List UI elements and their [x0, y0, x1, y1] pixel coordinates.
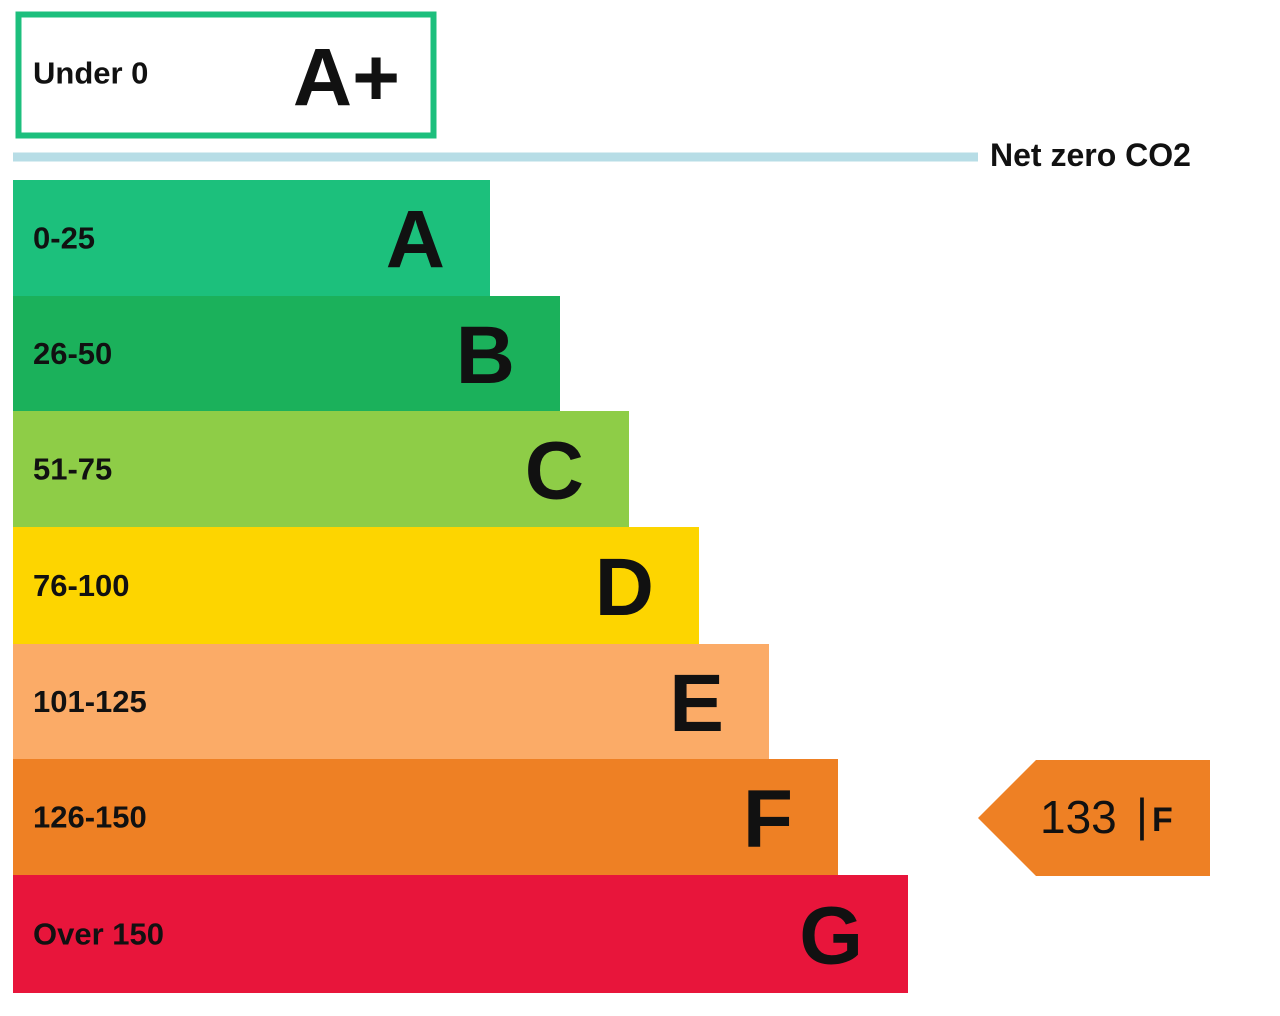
- indicator-separator: |: [1136, 789, 1148, 841]
- band-bar: [13, 180, 490, 296]
- band-bar: [13, 296, 560, 411]
- indicator-grade: F: [1152, 801, 1173, 839]
- band-bar: [13, 875, 908, 993]
- top-band-range: Under 0: [33, 56, 148, 91]
- band-range: 76-100: [33, 568, 130, 603]
- indicator-value: 133: [1040, 791, 1117, 843]
- band-range: 126-150: [33, 800, 147, 835]
- band-range: 0-25: [33, 221, 95, 256]
- net-zero-label: Net zero CO2: [990, 137, 1191, 173]
- band-grade: B: [456, 310, 515, 401]
- rating-indicator: [978, 760, 1210, 876]
- band-range: 26-50: [33, 336, 112, 371]
- top-band-grade: A+: [293, 33, 400, 124]
- band-range: 101-125: [33, 684, 147, 719]
- band-bar: [13, 644, 769, 759]
- band-grade: A: [386, 195, 445, 286]
- top-band-box: [15, 11, 437, 139]
- band-bar: [13, 759, 838, 875]
- band-range: Over 150: [33, 917, 164, 952]
- band-bar: [13, 527, 699, 644]
- band-grade: E: [669, 658, 724, 749]
- band-range: 51-75: [33, 452, 112, 487]
- band-bar: [13, 411, 629, 527]
- band-grade: F: [743, 774, 793, 865]
- band-grade: D: [595, 542, 654, 633]
- band-grade: C: [525, 426, 584, 517]
- band-grade: G: [799, 891, 863, 982]
